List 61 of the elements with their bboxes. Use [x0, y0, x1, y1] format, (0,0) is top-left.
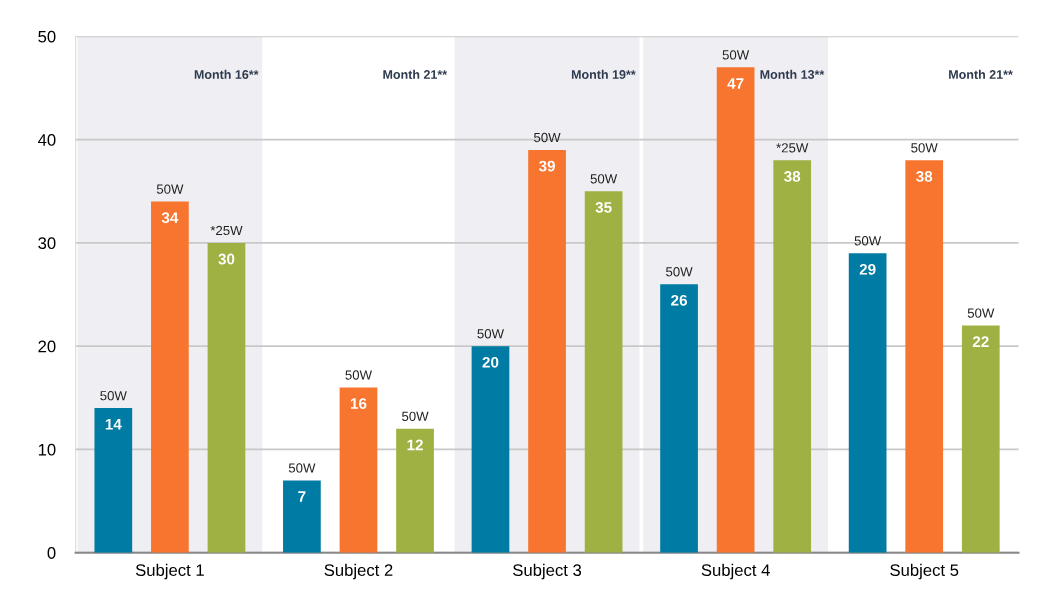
bar — [773, 160, 812, 553]
data-label: 29 — [859, 263, 876, 275]
x-tick-label: Subject 5 — [890, 563, 959, 580]
annotation: Month 19** — [571, 69, 636, 79]
x-tick-label: Subject 1 — [135, 563, 204, 580]
bar — [94, 408, 133, 553]
bar — [716, 67, 755, 553]
data-label: 39 — [538, 160, 555, 172]
data-label: 26 — [671, 294, 687, 306]
bar — [283, 480, 321, 553]
annotation: 50W — [590, 174, 618, 184]
y-tick-label: 30 — [38, 237, 56, 250]
y-tick-label: 40 — [38, 134, 56, 146]
bar — [528, 149, 566, 553]
annotation: 50W — [967, 308, 995, 318]
y-tick-label: 0 — [47, 547, 56, 559]
annotation: 50W — [402, 411, 429, 421]
bar — [207, 242, 246, 553]
data-label: 35 — [595, 201, 612, 213]
annotation: 50W — [854, 236, 882, 246]
data-label: 34 — [161, 212, 179, 224]
x-tick-label: Subject 3 — [513, 563, 582, 580]
data-label: 38 — [784, 171, 801, 182]
y-tick-label: 10 — [38, 443, 56, 456]
annotation: 50W — [100, 390, 127, 401]
annotation: 50W — [288, 463, 316, 473]
data-label: 22 — [972, 336, 989, 347]
bar — [471, 346, 510, 553]
bar — [339, 387, 378, 553]
data-label: 30 — [218, 253, 235, 265]
annotation: Month 21** — [383, 69, 448, 79]
y-tick-label: 20 — [38, 340, 56, 353]
annotation: Month 21** — [949, 69, 1013, 79]
annotation: *25W — [776, 143, 809, 153]
bar — [961, 325, 1000, 553]
annotation: 50W — [722, 50, 750, 60]
y-tick-label: 50 — [38, 30, 56, 43]
annotation: 50W — [534, 132, 561, 143]
annotation: 50W — [911, 143, 938, 153]
annotation: *25W — [210, 225, 243, 236]
data-label: 7 — [298, 491, 306, 502]
annotation: Month 16** — [194, 69, 259, 79]
annotation: 50W — [156, 184, 184, 194]
data-label: 16 — [350, 398, 367, 409]
data-label: 14 — [105, 418, 122, 430]
data-label: 20 — [482, 356, 499, 368]
bar — [905, 160, 944, 553]
annotation: 50W — [477, 329, 504, 339]
annotation: 50W — [345, 370, 372, 380]
data-label: 38 — [916, 171, 933, 182]
bar — [848, 253, 887, 553]
bar — [396, 428, 434, 553]
x-tick-label: Subject 4 — [701, 563, 770, 580]
annotation: 50W — [666, 267, 693, 277]
bar — [584, 191, 623, 553]
annotation: Month 13** — [760, 69, 825, 79]
bar — [151, 201, 189, 553]
data-label: 47 — [727, 78, 744, 89]
x-tick-label: Subject 2 — [324, 563, 393, 580]
data-label: 12 — [407, 439, 423, 451]
bar — [660, 284, 698, 553]
